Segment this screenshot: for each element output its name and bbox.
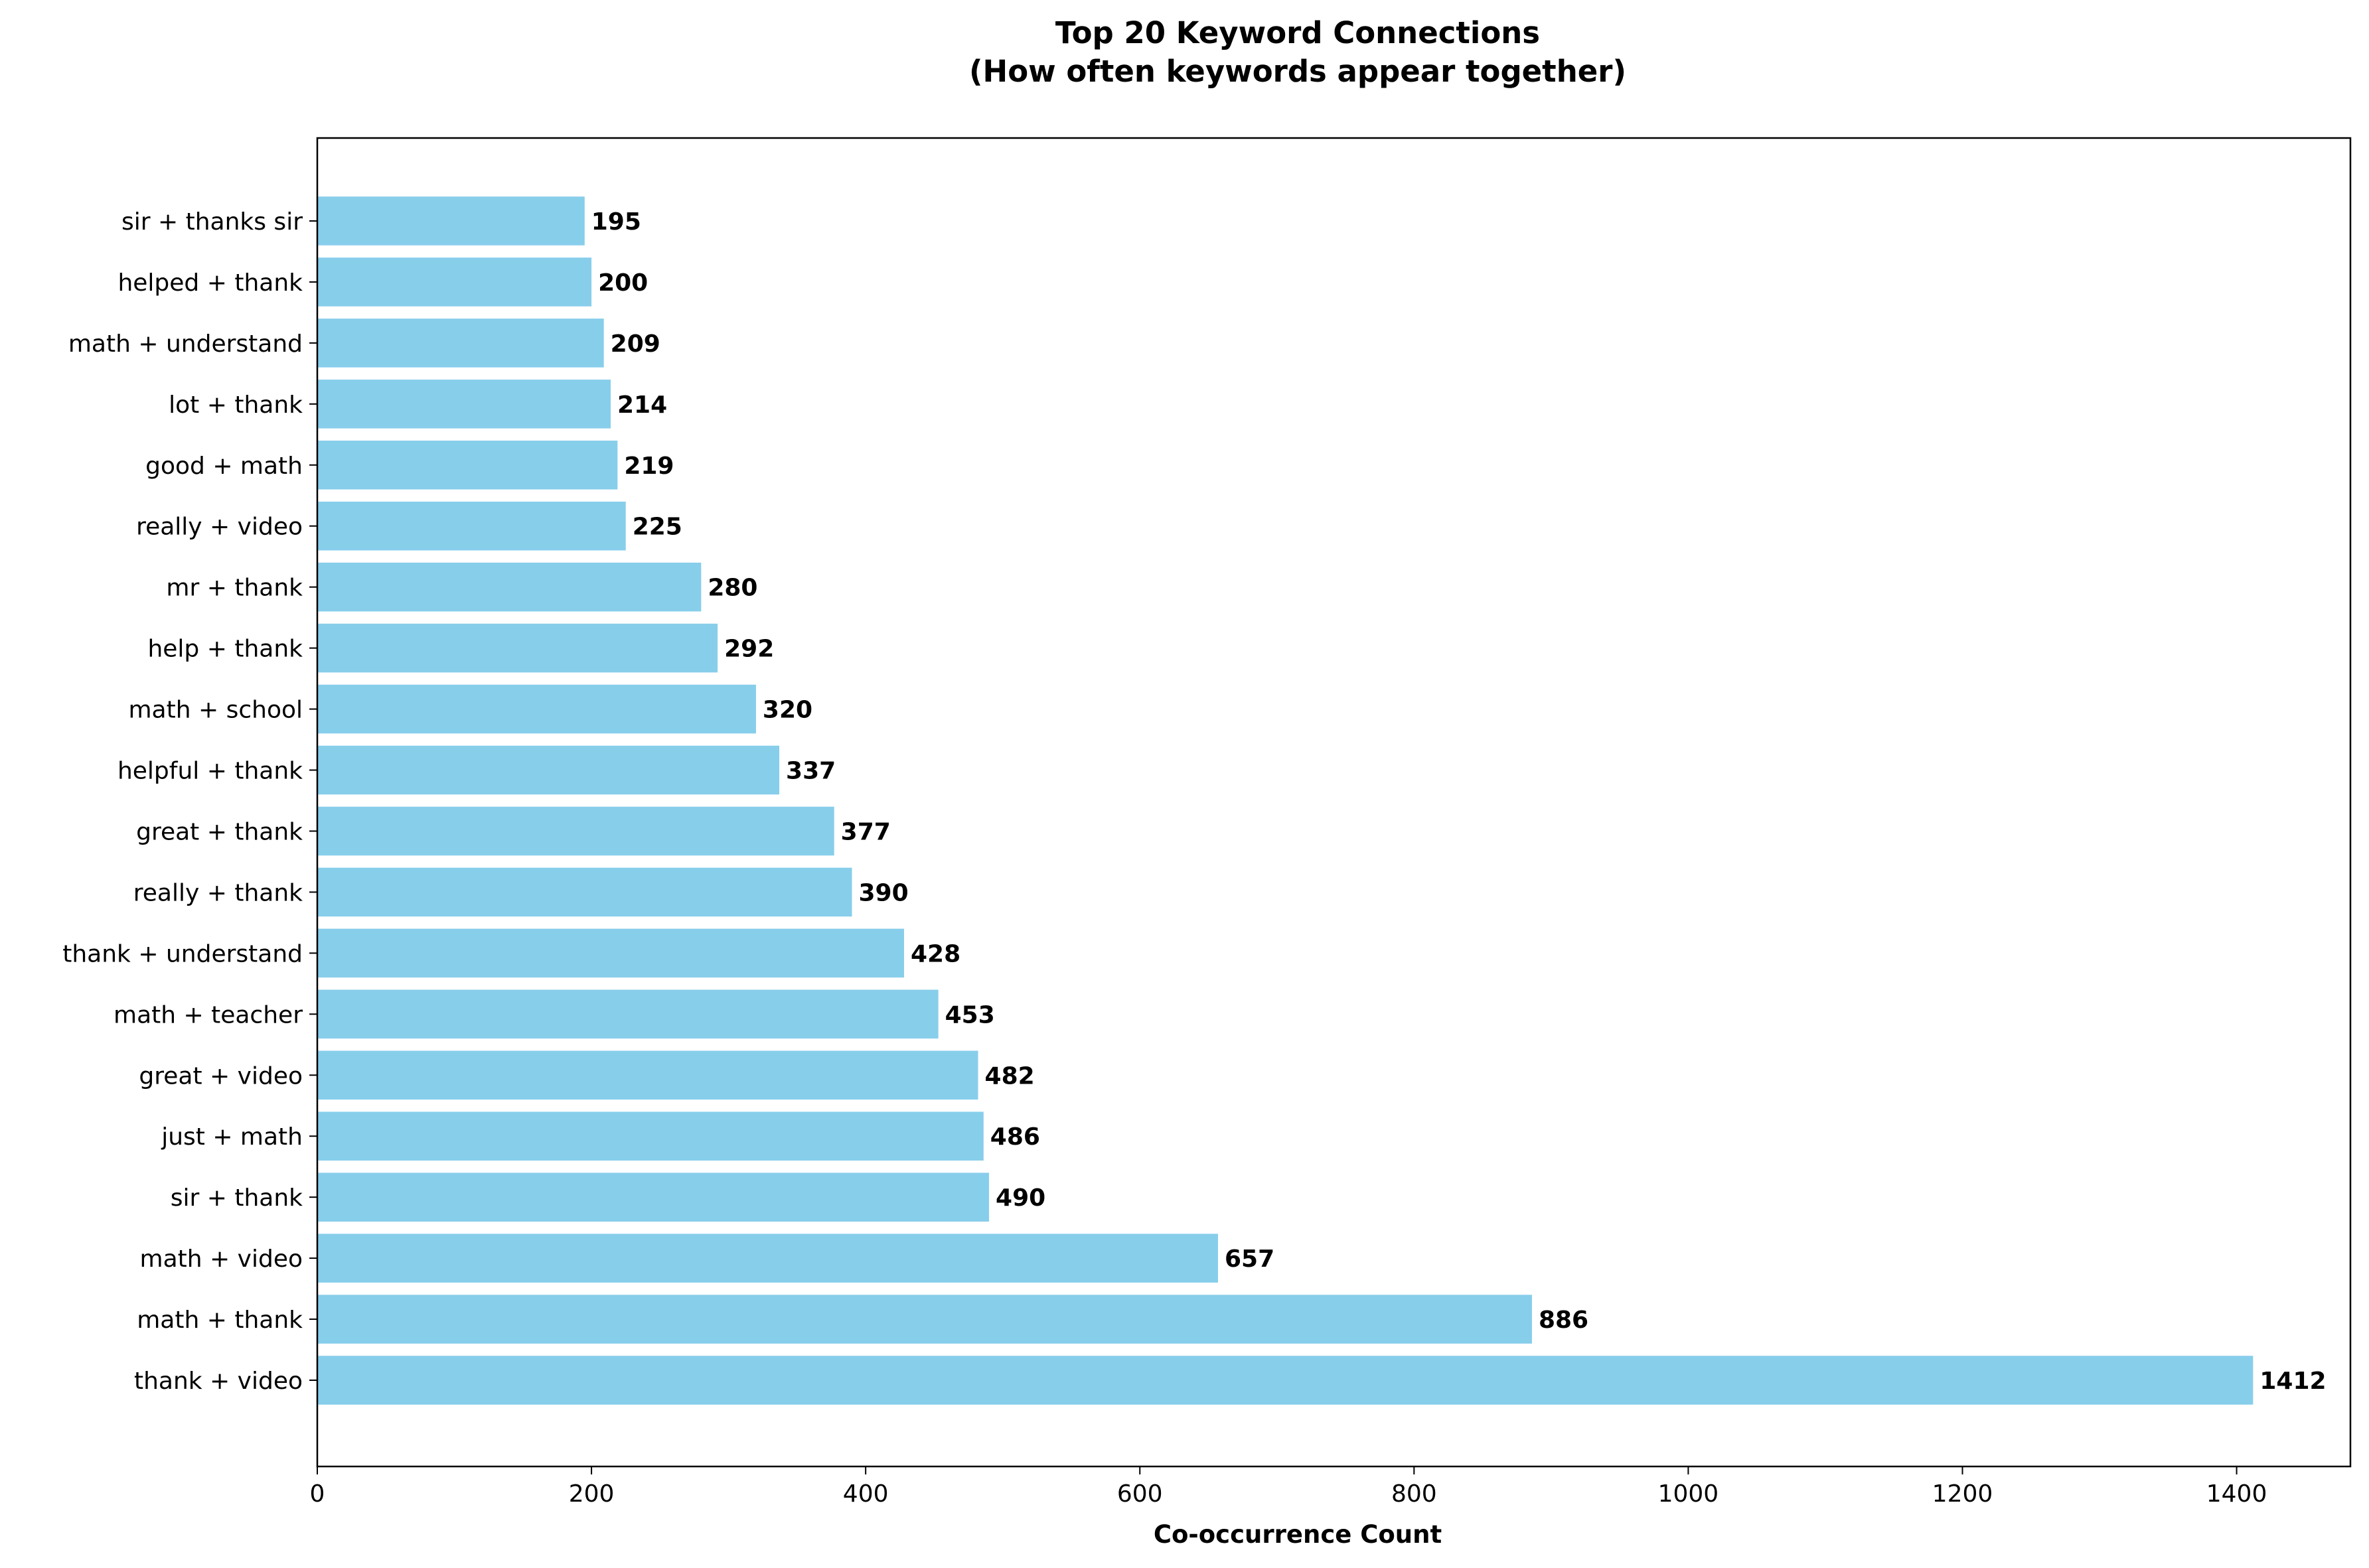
bar-value-label: 886 bbox=[1539, 1307, 1588, 1334]
bar bbox=[317, 684, 756, 734]
bar bbox=[317, 501, 626, 551]
bar-value-label: 337 bbox=[786, 758, 836, 785]
x-tick-label: 200 bbox=[569, 1480, 615, 1508]
x-tick-label: 800 bbox=[1391, 1480, 1437, 1508]
y-tick-label: helpful + thank bbox=[117, 758, 303, 785]
y-tick-label: sir + thanks sir bbox=[121, 208, 303, 236]
plot-area: 1412 886 657 490 486 482 453 428 390 377 337 320 292… bbox=[62, 137, 2352, 1508]
bar bbox=[317, 745, 780, 795]
y-tick-label: great + thank bbox=[136, 818, 303, 845]
y-tick-label: math + understand bbox=[68, 330, 303, 358]
x-axis-label: Co-occurrence Count bbox=[1154, 1520, 1442, 1549]
y-tick-label: mr + thank bbox=[166, 575, 303, 602]
bar-value-label: 320 bbox=[763, 697, 812, 724]
x-tick-label: 400 bbox=[843, 1480, 889, 1508]
y-tick-label: help + thank bbox=[147, 636, 303, 663]
y-tick-label: math + video bbox=[140, 1246, 303, 1273]
y-tick-label: good + math bbox=[145, 453, 303, 480]
bar bbox=[317, 928, 904, 978]
y-tick-label: really + video bbox=[136, 514, 303, 541]
bar bbox=[317, 867, 852, 917]
bar bbox=[317, 1111, 984, 1161]
x-tick-label: 1200 bbox=[1932, 1480, 1993, 1508]
bar bbox=[317, 380, 611, 429]
bar bbox=[317, 1234, 1218, 1283]
y-tick-label: math + thank bbox=[137, 1307, 303, 1334]
plot-frame bbox=[316, 137, 2352, 1468]
bar-value-label: 225 bbox=[633, 514, 682, 541]
bar-value-label: 428 bbox=[911, 940, 960, 967]
bar bbox=[317, 257, 592, 307]
bar bbox=[317, 196, 585, 246]
x-tick-label: 0 bbox=[310, 1480, 325, 1508]
bar-value-label: 482 bbox=[985, 1062, 1035, 1090]
bar-value-label: 209 bbox=[611, 330, 660, 358]
x-tick-label: 600 bbox=[1117, 1480, 1163, 1508]
bar-value-label: 390 bbox=[859, 879, 909, 906]
bar-value-label: 453 bbox=[945, 1001, 995, 1029]
chart-subtitle: (How often keywords appear together) bbox=[969, 54, 1626, 89]
bar-value-label: 195 bbox=[591, 208, 641, 236]
bar-value-label: 292 bbox=[724, 636, 774, 663]
y-tick-label: lot + thank bbox=[169, 392, 303, 419]
y-tick-label: really + thank bbox=[133, 879, 303, 906]
y-tick-label: math + teacher bbox=[114, 1001, 303, 1029]
bar bbox=[317, 806, 834, 856]
bar-value-label: 280 bbox=[708, 575, 757, 602]
bar bbox=[317, 319, 604, 368]
bar-value-label: 377 bbox=[841, 818, 891, 845]
bar-value-label: 490 bbox=[996, 1184, 1045, 1212]
bar bbox=[317, 1050, 978, 1100]
bar bbox=[317, 1173, 990, 1222]
bar-value-label: 657 bbox=[1225, 1246, 1274, 1273]
bar bbox=[317, 989, 939, 1039]
x-tick-label: 1400 bbox=[2206, 1480, 2267, 1508]
bar bbox=[317, 562, 702, 612]
y-tick-label: sir + thank bbox=[171, 1184, 303, 1212]
bar bbox=[317, 623, 718, 673]
bar-value-label: 486 bbox=[990, 1123, 1040, 1151]
y-tick-label: math + school bbox=[128, 697, 303, 724]
bar-value-label: 219 bbox=[624, 453, 674, 480]
y-tick-label: helped + thank bbox=[117, 269, 303, 297]
x-tick-label: 1000 bbox=[1658, 1480, 1719, 1508]
bar-value-label: 214 bbox=[617, 392, 667, 419]
bar-value-label: 1412 bbox=[2259, 1368, 2326, 1395]
chart-title: Top 20 Keyword Connections bbox=[1055, 15, 1540, 50]
y-tick-label: just + math bbox=[161, 1123, 303, 1151]
bar bbox=[317, 1295, 1532, 1344]
bar bbox=[317, 441, 618, 490]
y-tick-label: great + video bbox=[139, 1062, 303, 1090]
y-tick-label: thank + understand bbox=[62, 940, 303, 967]
y-tick-label: thank + video bbox=[134, 1368, 303, 1395]
bar-value-label: 200 bbox=[598, 269, 648, 297]
bar bbox=[317, 1356, 2254, 1405]
